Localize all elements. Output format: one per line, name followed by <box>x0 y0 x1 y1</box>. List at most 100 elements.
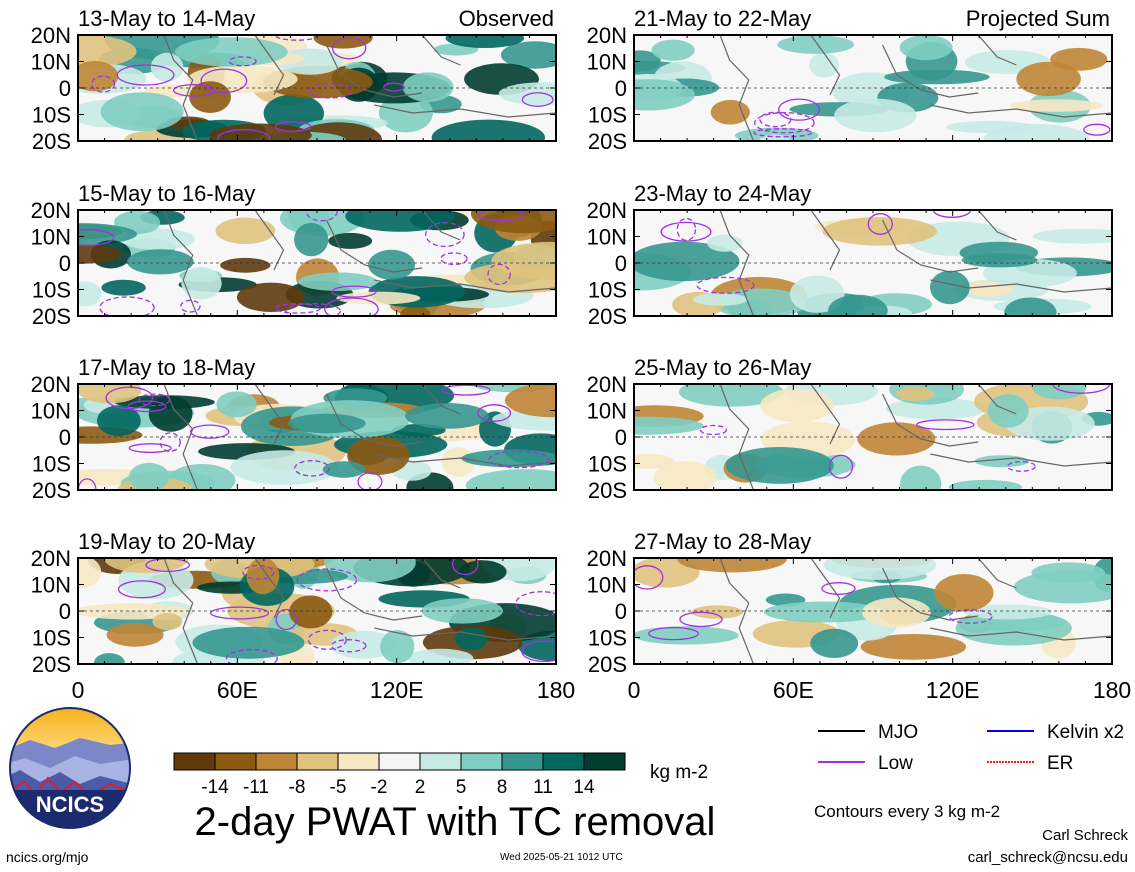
lat-tick-label: 10N <box>587 50 627 75</box>
panel-period: 23-May to 24-May <box>634 181 811 206</box>
lat-tick-label: 10N <box>587 225 627 250</box>
legend-label: MJO <box>878 722 918 743</box>
legend-label: Kelvin x2 <box>1047 722 1124 743</box>
panel-period: 19-May to 20-May <box>78 529 255 554</box>
author-credit: Carl Schreck <box>1042 827 1128 844</box>
legend-label: Low <box>878 753 913 774</box>
lat-tick-label: 0 <box>59 599 71 624</box>
lon-tick-label: 180 <box>1093 677 1131 703</box>
lat-tick-label: 20N <box>587 372 627 397</box>
pwat-anomaly-field <box>78 210 556 316</box>
lat-tick-label: 20S <box>588 129 627 154</box>
logo-text: NCICS <box>36 792 104 817</box>
lat-tick-label: 20S <box>32 304 71 329</box>
colorbar-tick-label: -5 <box>330 777 347 798</box>
lat-tick-label: 20S <box>32 129 71 154</box>
colorbar-tick-label: -14 <box>201 777 229 798</box>
source-url: ncics.org/mjo <box>6 849 89 865</box>
lat-tick-label: 0 <box>615 599 627 624</box>
colorbar-swatch <box>255 752 298 771</box>
lat-tick-label: 0 <box>59 251 71 276</box>
pwat-anomaly-field <box>634 217 1112 316</box>
lat-tick-label: 0 <box>59 425 71 450</box>
lat-tick-label: 10N <box>31 225 71 250</box>
low-contours <box>753 98 1111 138</box>
colorbar-swatch <box>583 752 626 771</box>
lat-tick-label: 20S <box>588 652 627 677</box>
lat-tick-label: 20N <box>31 372 71 397</box>
lat-tick-label: 20S <box>588 478 627 503</box>
lat-tick-label: 10N <box>31 50 71 75</box>
panel-period: 25-May to 26-May <box>634 355 811 380</box>
colorbar-tick-label: -2 <box>371 777 388 798</box>
pwat-anomaly-field <box>78 35 556 141</box>
lon-tick-label: 120E <box>926 677 980 703</box>
lon-tick-label: 0 <box>628 677 641 703</box>
lat-tick-label: 10S <box>32 626 71 651</box>
coastlines <box>163 384 556 490</box>
lon-tick-label: 60E <box>217 677 258 703</box>
lon-tick-label: 60E <box>773 677 814 703</box>
colorbar-swatch <box>460 752 503 771</box>
lon-tick-label: 180 <box>537 677 575 703</box>
low-contours <box>78 384 550 490</box>
lat-tick-label: 0 <box>615 76 627 101</box>
pwat-anomaly-field <box>634 558 1112 660</box>
lat-tick-label: 20N <box>587 23 627 48</box>
colorbar-tick-label: 14 <box>573 777 595 798</box>
colorbar-swatch <box>337 752 380 771</box>
colorbar-swatch <box>419 752 462 771</box>
timestamp: Wed 2025-05-21 1012 UTC <box>500 852 623 863</box>
figure-title: 2-day PWAT with TC removal <box>194 800 716 844</box>
lat-tick-label: 0 <box>615 425 627 450</box>
lat-tick-label: 20N <box>31 23 71 48</box>
panel-period: 15-May to 16-May <box>78 181 255 206</box>
colorbar-swatch <box>501 752 544 771</box>
panel-period: 21-May to 22-May <box>634 6 811 31</box>
panel-period: 27-May to 28-May <box>634 529 811 554</box>
colorbar-swatch <box>214 752 257 771</box>
colorbar-tick-label: 5 <box>456 777 467 798</box>
lat-tick-label: 20N <box>31 198 71 223</box>
legend-label: ER <box>1047 753 1073 774</box>
lat-tick-label: 10S <box>588 452 627 477</box>
colorbar-tick-label: 2 <box>415 777 426 798</box>
lat-tick-label: 10S <box>32 278 71 303</box>
map-panel: 21-May to 22-May Projected Sum 20N10N010S2… <box>587 6 1113 154</box>
coastlines <box>719 384 1112 490</box>
lat-tick-label: 10S <box>588 103 627 128</box>
lat-tick-label: 10N <box>31 573 71 598</box>
map-panels: 13-May to 14-May Observed20N10N010S20S21-… <box>31 6 1132 703</box>
coastlines <box>719 210 1112 316</box>
lat-tick-label: 20N <box>587 546 627 571</box>
colorbar-swatch <box>296 752 339 771</box>
panel-period: 17-May to 18-May <box>78 355 255 380</box>
panel-tag: Projected Sum <box>966 6 1110 31</box>
contour-note: Contours every 3 kg m-2 <box>814 802 1001 821</box>
lat-tick-label: 10S <box>32 452 71 477</box>
lat-tick-label: 10N <box>587 399 627 424</box>
coastlines <box>719 558 1112 664</box>
pwat-anomaly-field <box>634 35 1108 141</box>
author-email: carl_schreck@ncsu.edu <box>967 849 1128 866</box>
low-contours <box>117 558 556 664</box>
lat-tick-label: 20N <box>31 546 71 571</box>
colorbar-tick-label: -8 <box>289 777 306 798</box>
colorbar-tick-label: 11 <box>533 777 553 798</box>
lat-tick-label: 20S <box>32 478 71 503</box>
colorbar-units: kg m-2 <box>650 762 709 783</box>
colorbar-swatch <box>542 752 585 771</box>
lon-tick-label: 0 <box>72 677 85 703</box>
lat-tick-label: 10N <box>31 399 71 424</box>
lat-tick-label: 10S <box>588 626 627 651</box>
lat-tick-label: 0 <box>615 251 627 276</box>
colorbar-swatch <box>378 752 421 771</box>
colorbar-tick-label: -11 <box>243 777 269 798</box>
lat-tick-label: 20N <box>587 198 627 223</box>
